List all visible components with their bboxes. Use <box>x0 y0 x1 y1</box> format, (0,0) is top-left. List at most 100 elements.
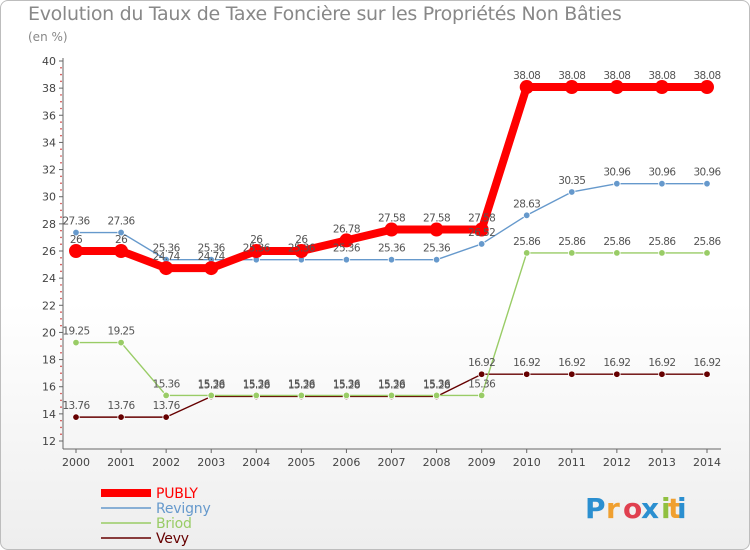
data-point <box>703 179 711 188</box>
series-briod <box>72 249 711 400</box>
data-label: 26.52 <box>468 227 495 239</box>
y-tick-label: 20 <box>42 326 56 339</box>
data-point <box>387 255 396 264</box>
data-label: 26 <box>295 234 308 246</box>
data-label: 30.96 <box>603 167 631 179</box>
y-minor-tick <box>60 66 62 69</box>
data-label: 26 <box>250 234 263 246</box>
data-point <box>117 338 125 347</box>
data-label: 15.28 <box>243 379 270 391</box>
data-point <box>69 244 83 258</box>
data-label: 27.36 <box>62 216 90 228</box>
data-label: 16.92 <box>693 357 720 369</box>
data-label: 15.36 <box>333 378 361 390</box>
logo-letter: i <box>661 492 671 525</box>
data-point <box>700 80 714 95</box>
y-minor-tick <box>60 182 62 184</box>
data-label: 15.36 <box>153 378 181 390</box>
data-label: 25.36 <box>243 243 271 255</box>
data-label: 13.76 <box>62 400 90 412</box>
data-point <box>568 188 576 196</box>
y-minor-tick <box>60 189 62 191</box>
data-label: 38.08 <box>648 70 675 82</box>
data-label: 26.78 <box>333 223 360 235</box>
data-point <box>477 391 486 400</box>
logo-letter: P <box>585 492 606 525</box>
y-minor-tick <box>60 121 62 123</box>
data-label: 13.76 <box>108 400 136 412</box>
legend-label: Revigny <box>156 501 211 517</box>
y-tick-label: 22 <box>42 299 56 312</box>
legend-label: PUBLY <box>156 486 198 502</box>
y-tick-label: 26 <box>42 245 56 258</box>
data-point <box>523 370 531 378</box>
y-tick-label: 30 <box>42 191 56 204</box>
y-minor-tick <box>60 365 62 368</box>
y-minor-tick <box>60 161 62 164</box>
data-point <box>249 244 264 258</box>
data-point <box>72 228 80 237</box>
data-point <box>523 249 531 257</box>
data-label: 15.28 <box>333 379 360 391</box>
legend-item-briod: Briod <box>101 516 192 532</box>
data-point <box>342 255 351 264</box>
y-minor-tick <box>60 263 62 266</box>
data-label: 25.36 <box>198 243 226 255</box>
y-minor-tick <box>60 318 62 320</box>
data-point <box>613 179 621 188</box>
data-point <box>429 222 444 237</box>
x-tick-label: 2010 <box>513 456 541 469</box>
data-label: 27.58 <box>423 213 450 225</box>
data-label: 15.36 <box>243 378 271 390</box>
data-point <box>568 370 576 378</box>
data-point <box>162 413 170 421</box>
y-minor-tick <box>60 270 62 273</box>
logo-letter: t <box>668 492 681 525</box>
data-label: 25.36 <box>423 243 451 255</box>
x-tick-label: 2008 <box>423 456 451 469</box>
data-label: 15.28 <box>423 379 450 391</box>
data-label: 13.76 <box>153 400 181 412</box>
legend-label: Vevy <box>156 531 189 547</box>
data-label: 15.28 <box>288 379 315 391</box>
y-minor-tick <box>60 134 62 137</box>
data-point <box>609 80 624 95</box>
data-label: 25.86 <box>603 236 631 248</box>
data-label: 24.74 <box>153 251 181 263</box>
data-point <box>387 391 396 400</box>
x-tick-label: 2001 <box>107 456 135 469</box>
data-point <box>613 249 621 257</box>
data-point <box>568 249 576 257</box>
data-label: 27.58 <box>378 213 405 225</box>
y-tick-label: 28 <box>42 218 56 231</box>
data-point <box>114 244 129 258</box>
data-label: 30.96 <box>693 167 721 179</box>
data-point <box>117 413 125 421</box>
logo-letter: o <box>623 492 642 525</box>
data-point <box>384 222 399 237</box>
y-minor-tick <box>60 372 62 374</box>
y-minor-tick <box>60 426 62 429</box>
y-minor-tick <box>60 209 62 212</box>
y-minor-tick <box>60 94 62 96</box>
y-minor-tick <box>60 175 62 178</box>
data-label: 24.74 <box>198 251 226 263</box>
y-minor-tick <box>60 80 62 83</box>
y-minor-tick <box>60 399 62 402</box>
chart-title: Evolution du Taux de Taxe Foncière sur l… <box>28 3 622 25</box>
data-label: 30.35 <box>558 175 585 187</box>
data-label: 19.25 <box>62 326 89 338</box>
data-label: 26 <box>115 234 128 246</box>
data-point <box>564 80 579 95</box>
data-label: 15.36 <box>468 378 496 390</box>
data-point <box>474 222 489 237</box>
y-minor-tick <box>60 236 62 239</box>
data-label: 16.92 <box>513 357 540 369</box>
data-point <box>162 391 170 400</box>
data-point <box>658 370 666 378</box>
x-tick-label: 2005 <box>287 456 315 469</box>
x-tick-label: 2006 <box>332 456 360 469</box>
data-label: 25.86 <box>693 236 721 248</box>
